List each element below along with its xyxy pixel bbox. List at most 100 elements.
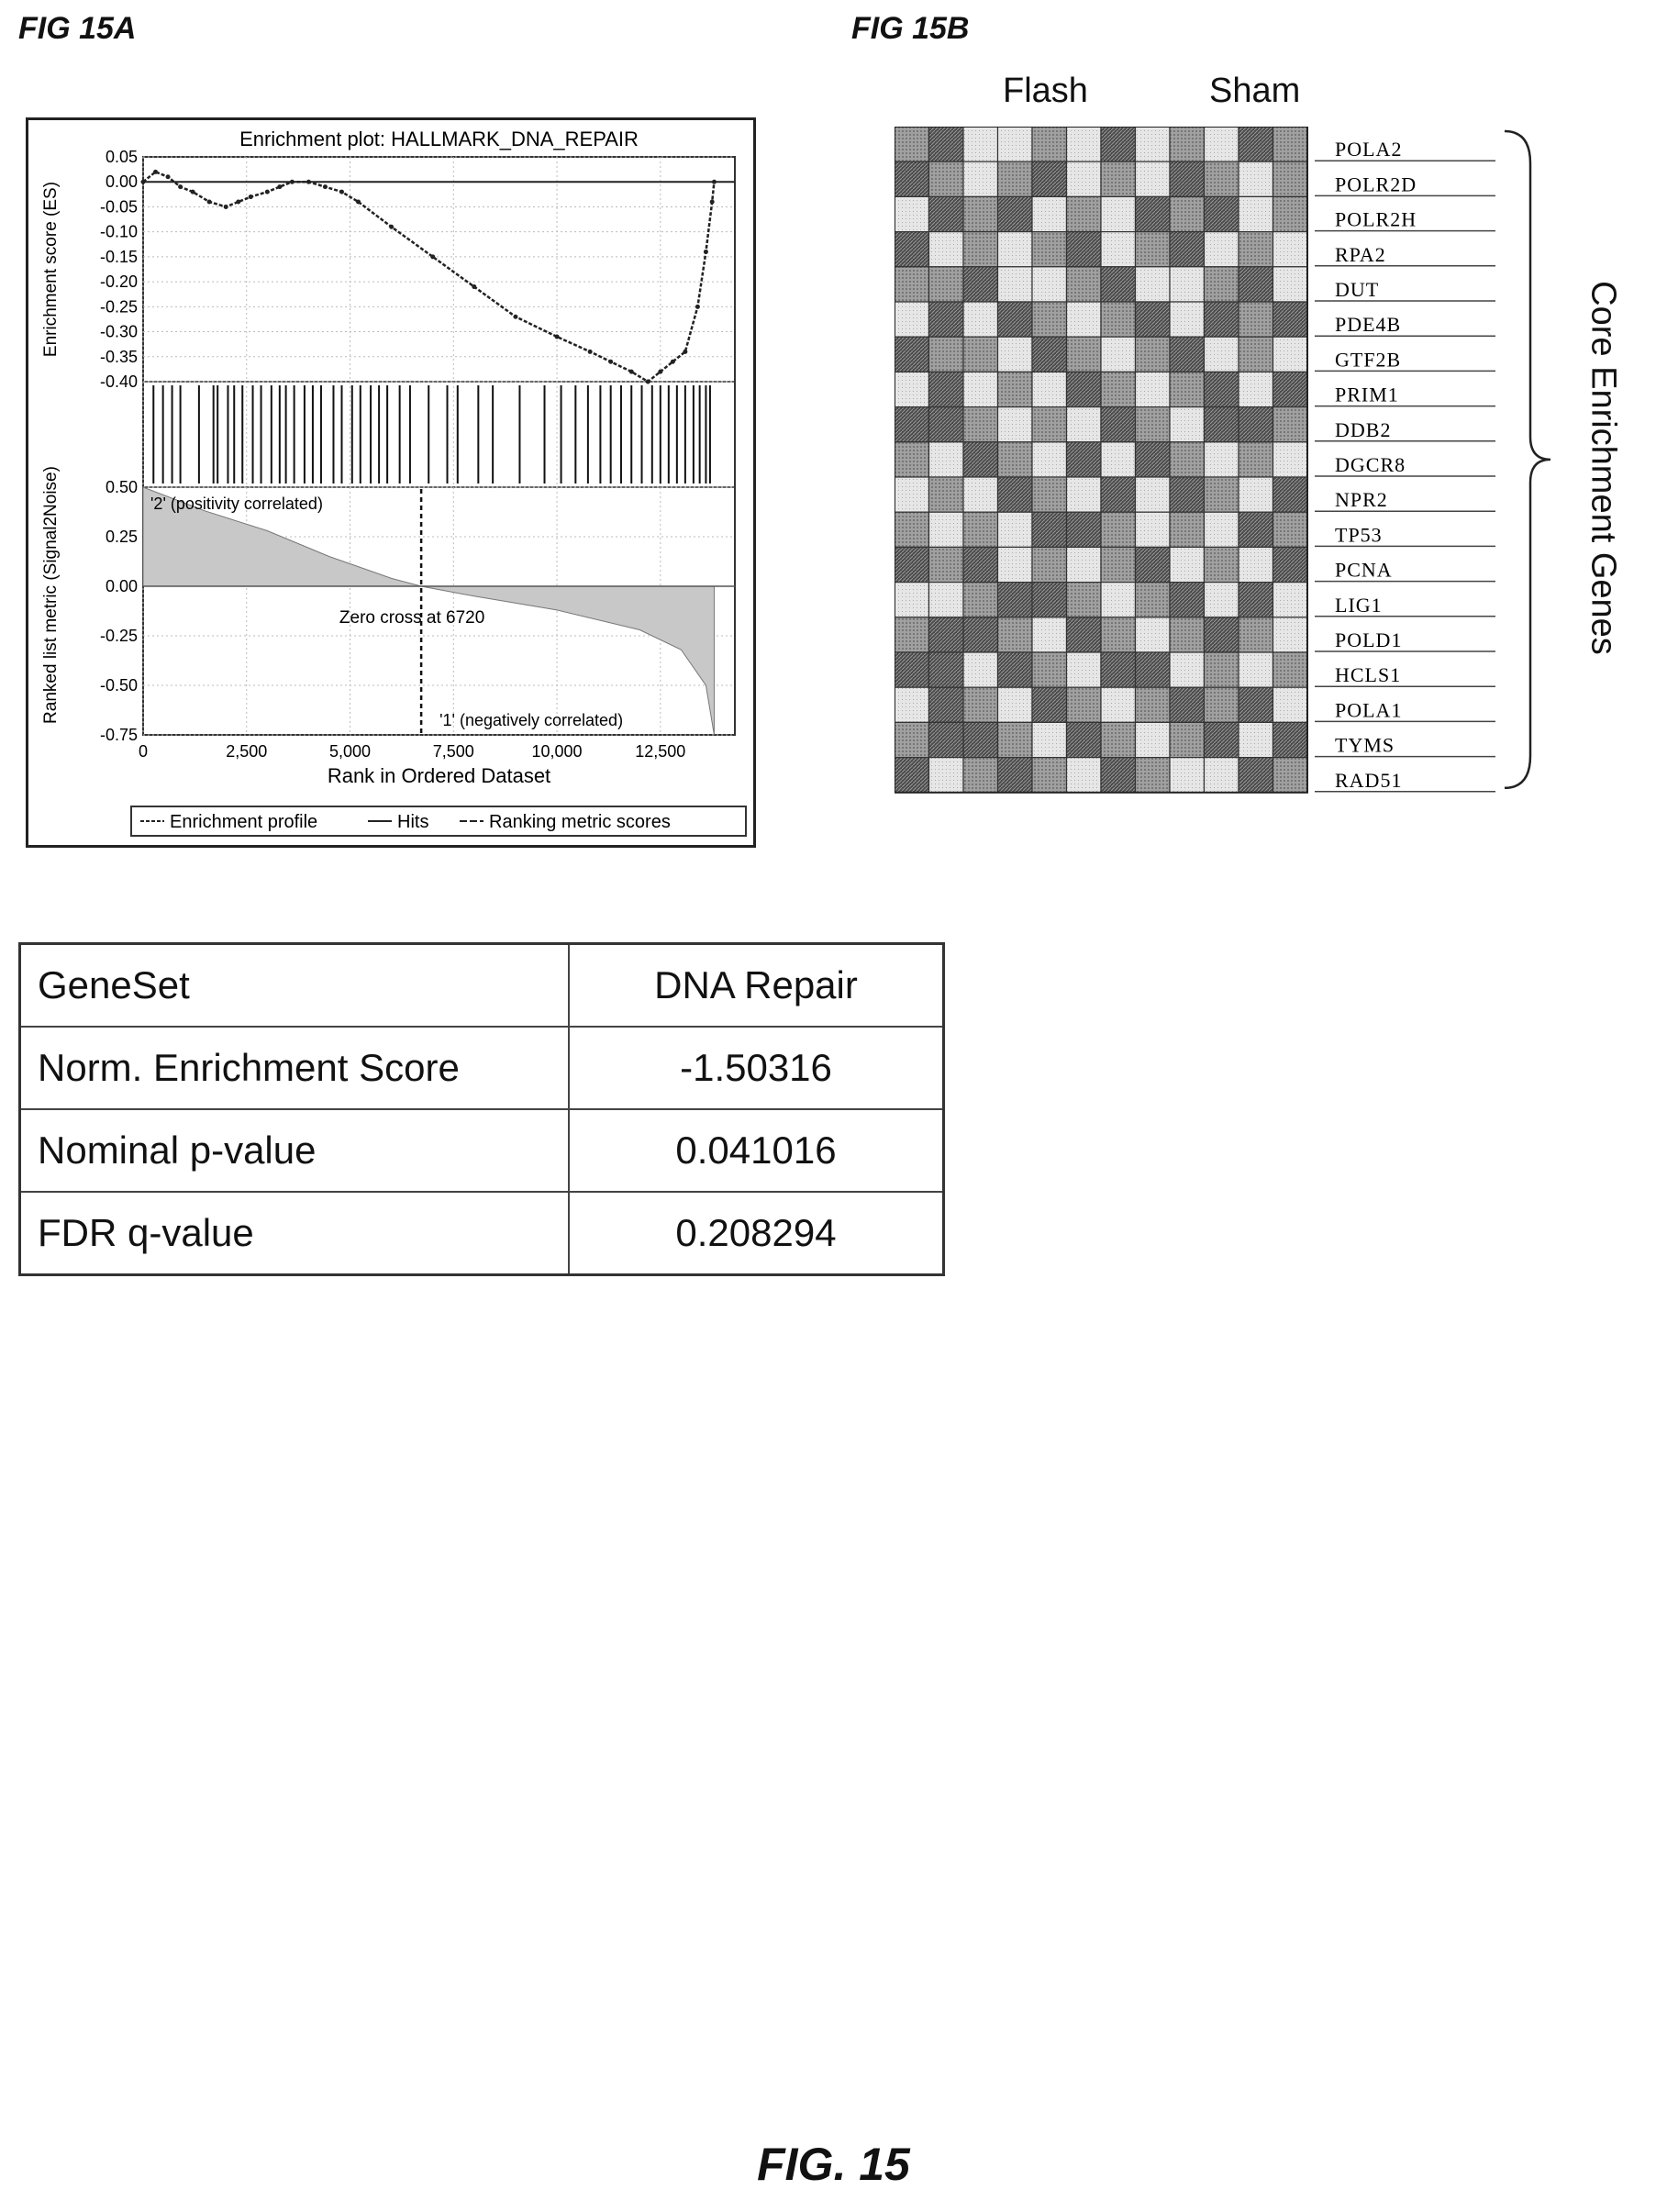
heatmap-cell	[895, 617, 930, 653]
heatmap-cell	[1100, 441, 1137, 478]
heatmap-cell	[962, 546, 999, 584]
heatmap-cell	[1065, 651, 1102, 688]
heatmap-cell	[996, 266, 1033, 303]
heatmap-cell	[1203, 651, 1239, 688]
heatmap-cell	[1169, 266, 1206, 303]
stats-value-cell: 0.208294	[568, 1191, 945, 1276]
heatmap-cell	[1203, 266, 1239, 303]
enrichment-stats-table: GeneSet DNA Repair Norm. Enrichment Score -…	[18, 942, 945, 1276]
enrichment-profile-point	[695, 304, 700, 309]
es-tick-label: -0.15	[100, 248, 138, 266]
heatmap-cell	[928, 546, 964, 584]
heatmap-cell	[1134, 721, 1171, 759]
enrichment-profile-point	[430, 254, 436, 260]
heatmap-cell	[1272, 301, 1308, 338]
heatmap-cell	[1100, 406, 1137, 443]
heatmap-cell	[996, 441, 1033, 478]
heatmap-cell	[895, 161, 930, 198]
heatmap-cell	[996, 511, 1033, 549]
heatmap-cell	[1031, 371, 1068, 408]
heatmap-cell	[1134, 161, 1171, 198]
heatmap-cell	[1272, 511, 1308, 549]
heatmap-cell	[1100, 721, 1137, 759]
heatmap-cell	[1203, 336, 1239, 372]
heatmap-cell	[1238, 161, 1274, 198]
heatmap-cell	[1031, 617, 1068, 653]
heatmap-cell	[1272, 230, 1308, 268]
heatmap-cell	[1238, 127, 1274, 162]
stats-row: Norm. Enrichment Score -1.50316	[18, 1026, 945, 1110]
es-tick-label: -0.25	[100, 297, 138, 316]
stats-label-cell: Norm. Enrichment Score	[18, 1026, 570, 1110]
heatmap-cell	[962, 651, 999, 688]
heatmap-cell	[895, 406, 930, 443]
x-axis-label: Rank in Ordered Dataset	[328, 764, 550, 787]
heatmap-cell	[1238, 230, 1274, 268]
heatmap-cell	[1134, 651, 1171, 688]
heatmap-cell	[962, 195, 999, 233]
heatmap-cell	[1169, 686, 1206, 724]
heatmap-cell	[895, 441, 930, 478]
heatmap-cell	[1203, 230, 1239, 268]
heatmap-cell	[996, 161, 1033, 198]
heatmap-cell	[1031, 301, 1068, 338]
metric-tick-label: 0.50	[106, 478, 138, 496]
heatmap-cell	[1065, 301, 1102, 338]
heatmap-cell	[1134, 617, 1171, 653]
enrichment-profile-point	[670, 359, 675, 364]
heatmap-cell	[1031, 336, 1068, 372]
heatmap-cell	[1169, 195, 1206, 233]
heatmap-column-header-sham: Sham	[1209, 72, 1301, 110]
heatmap-cell	[1031, 161, 1068, 198]
heatmap-cell	[1203, 617, 1239, 653]
heatmap-cell	[928, 266, 964, 303]
heatmap-cell	[1169, 651, 1206, 688]
stats-value-cell: DNA Repair	[568, 942, 945, 1028]
heatmap-cell	[1238, 686, 1274, 724]
gene-label: PDE4B	[1335, 313, 1401, 336]
heatmap-cell	[1238, 721, 1274, 759]
heatmap-cell	[1272, 546, 1308, 584]
stats-label-cell: Nominal p-value	[18, 1108, 570, 1193]
heatmap-cell	[895, 127, 930, 162]
enrichment-profile-point	[190, 189, 195, 195]
heatmap-cell	[1031, 266, 1068, 303]
heatmap-cell	[996, 406, 1033, 443]
heatmap-cell	[1238, 617, 1274, 653]
enrichment-profile-point	[339, 189, 345, 195]
heatmap-cell	[1272, 406, 1308, 443]
metric-tick-label: -0.50	[100, 676, 138, 695]
enrichment-profile-point	[306, 179, 311, 184]
enrichment-profile-point	[513, 314, 518, 319]
heatmap-cell	[962, 617, 999, 653]
gene-label: POLA1	[1335, 698, 1402, 721]
heatmap-cell	[928, 406, 964, 443]
es-tick-label: -0.35	[100, 348, 138, 366]
heatmap-cell	[928, 371, 964, 408]
gene-label: TP53	[1335, 523, 1383, 546]
heatmap-cell	[962, 582, 999, 618]
heatmap-cell	[1272, 195, 1308, 233]
heatmap-cell	[1134, 582, 1171, 618]
x-tick-label: 10,000	[532, 742, 583, 761]
metric-tick-label: -0.75	[100, 726, 138, 744]
legend-box	[130, 806, 747, 837]
heatmap-cell	[1100, 301, 1137, 338]
legend-enrichment-profile: Enrichment profile	[170, 812, 317, 832]
heatmap-cell	[1272, 161, 1308, 198]
heatmap-cell	[1272, 441, 1308, 478]
heatmap-cell	[928, 301, 964, 338]
gene-label: LIG1	[1335, 594, 1383, 617]
heatmap-cell	[1169, 336, 1206, 372]
heatmap-cell	[962, 721, 999, 759]
heatmap-cell	[1100, 230, 1137, 268]
ranking-metric-area	[142, 486, 715, 736]
gene-label: GTF2B	[1335, 348, 1401, 371]
enrichment-profile-point	[140, 179, 146, 184]
heatmap-cell	[1272, 266, 1308, 303]
heatmap-cell	[1203, 127, 1239, 162]
heatmap-cell	[996, 582, 1033, 618]
heatmap-cell	[1272, 582, 1308, 618]
heatmap-cell	[962, 371, 999, 408]
enrichment-profile-point	[223, 204, 228, 209]
